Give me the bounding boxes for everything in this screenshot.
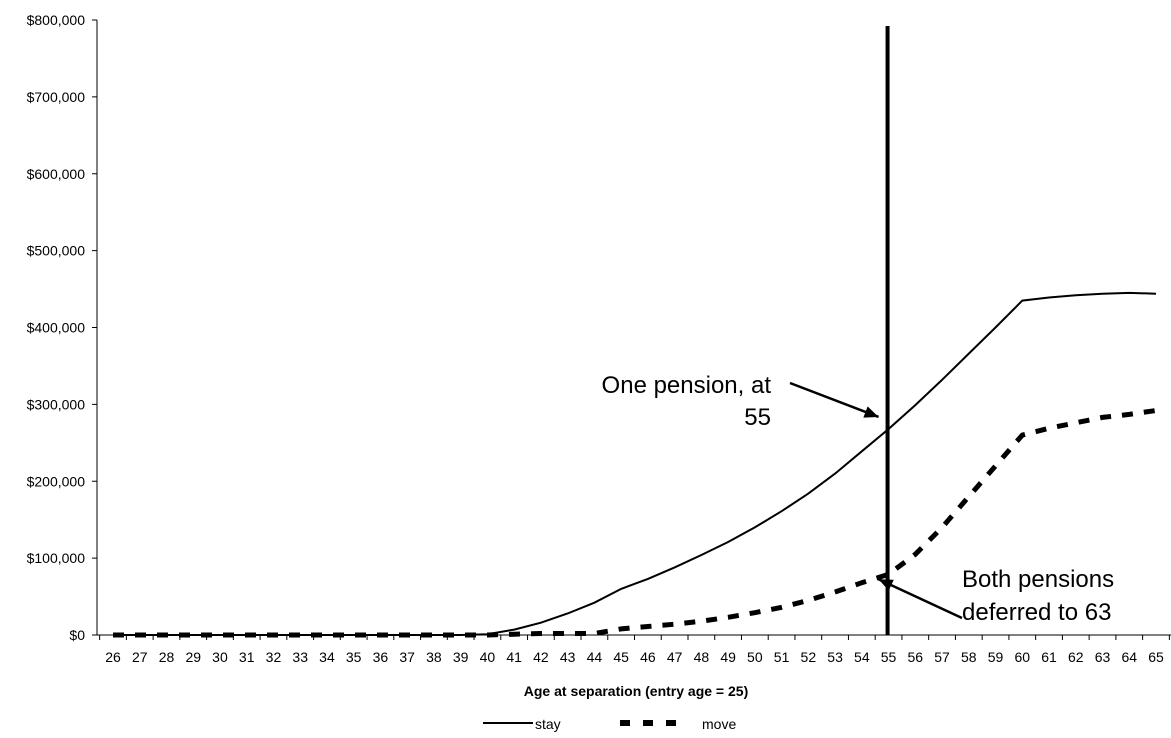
x-tick-label: 33 xyxy=(292,649,308,665)
series-move xyxy=(112,408,1157,638)
x-tick-label: 41 xyxy=(506,649,522,665)
x-tick-label: 35 xyxy=(346,649,362,665)
annotation-text: Both pensions xyxy=(962,566,1114,593)
x-tick-label: 61 xyxy=(1041,649,1057,665)
x-axis-title: Age at separation (entry age = 25) xyxy=(524,683,748,699)
y-tick-label: $800,000 xyxy=(27,12,86,28)
x-tick-label: 42 xyxy=(533,649,549,665)
x-tick-label: 40 xyxy=(480,649,496,665)
x-tick-label: 34 xyxy=(319,649,335,665)
annotation-1: One pension, at 55 xyxy=(602,372,880,431)
x-tick-label: 28 xyxy=(159,649,175,665)
y-tick-label: $500,000 xyxy=(27,243,86,259)
y-tick-label: $300,000 xyxy=(27,396,86,412)
x-tick-label: 59 xyxy=(988,649,1004,665)
legend: stay move xyxy=(483,716,736,732)
x-tick-label: 57 xyxy=(934,649,950,665)
x-tick-label: 44 xyxy=(587,649,603,665)
x-tick-label: 65 xyxy=(1148,649,1164,665)
annotation-text: 55 xyxy=(744,404,771,431)
y-tick-label: $400,000 xyxy=(27,320,86,336)
x-tick-label: 30 xyxy=(212,649,228,665)
x-tick-label: 32 xyxy=(266,649,282,665)
x-tick-label: 56 xyxy=(908,649,924,665)
annotation-layer: One pension, at 55 Both pensions deferred t… xyxy=(602,372,1115,626)
x-tick-label: 43 xyxy=(560,649,576,665)
x-tick-label: 45 xyxy=(613,649,629,665)
x-tick-label: 39 xyxy=(453,649,469,665)
annotation-arrowhead xyxy=(878,579,894,591)
x-axis: 26 27 28 29 30 31 32 33 34 35 36 37 38 39 40 41 42 43 44 45… xyxy=(97,634,1171,665)
annotation-text: deferred to 63 xyxy=(962,599,1111,626)
x-tick-label: 63 xyxy=(1095,649,1111,665)
y-tick-label: $700,000 xyxy=(27,89,86,105)
series-layer xyxy=(112,291,1157,638)
series-line-stay xyxy=(113,291,1157,636)
y-tick-label: $600,000 xyxy=(27,166,86,182)
x-tick-label: 58 xyxy=(961,649,977,665)
x-tick-label: 29 xyxy=(185,649,201,665)
annotation-2: Both pensions deferred to 63 xyxy=(878,566,1114,626)
x-tick-label: 36 xyxy=(373,649,389,665)
x-tick-label: 51 xyxy=(774,649,790,665)
y-tick-label: $100,000 xyxy=(27,550,86,566)
x-tick-label: 49 xyxy=(720,649,736,665)
x-tick-label: 27 xyxy=(132,649,148,665)
x-tick-label: 52 xyxy=(801,649,817,665)
x-tick-label: 46 xyxy=(640,649,656,665)
y-tick-label: $0 xyxy=(69,627,85,643)
annotation-arrow xyxy=(789,381,880,419)
x-tick-label: 26 xyxy=(105,649,121,665)
x-tick-label: 60 xyxy=(1014,649,1030,665)
annotation-arrowhead xyxy=(863,406,879,418)
x-tick-label: 64 xyxy=(1121,649,1137,665)
x-tick-label: 38 xyxy=(426,649,442,665)
legend-label: move xyxy=(702,716,736,732)
legend-item-stay: stay xyxy=(483,716,561,732)
x-tick-label: 55 xyxy=(881,649,897,665)
annotation-text: One pension, at xyxy=(602,372,772,399)
x-tick-label: 50 xyxy=(747,649,763,665)
y-tick-label: $200,000 xyxy=(27,473,86,489)
x-tick-label: 31 xyxy=(239,649,255,665)
x-tick-label: 53 xyxy=(827,649,843,665)
legend-item-move: move xyxy=(620,716,736,732)
x-tick-label: 37 xyxy=(399,649,415,665)
annotation-arrow xyxy=(878,578,963,620)
legend-label: stay xyxy=(535,716,561,732)
x-tick-label: 48 xyxy=(694,649,710,665)
x-tick-label: 54 xyxy=(854,649,870,665)
x-tick-label: 62 xyxy=(1068,649,1084,665)
y-axis: $0 $100,000 $200,000 $300,000 $400,000 $500,0… xyxy=(27,12,98,643)
x-tick-label: 47 xyxy=(667,649,683,665)
